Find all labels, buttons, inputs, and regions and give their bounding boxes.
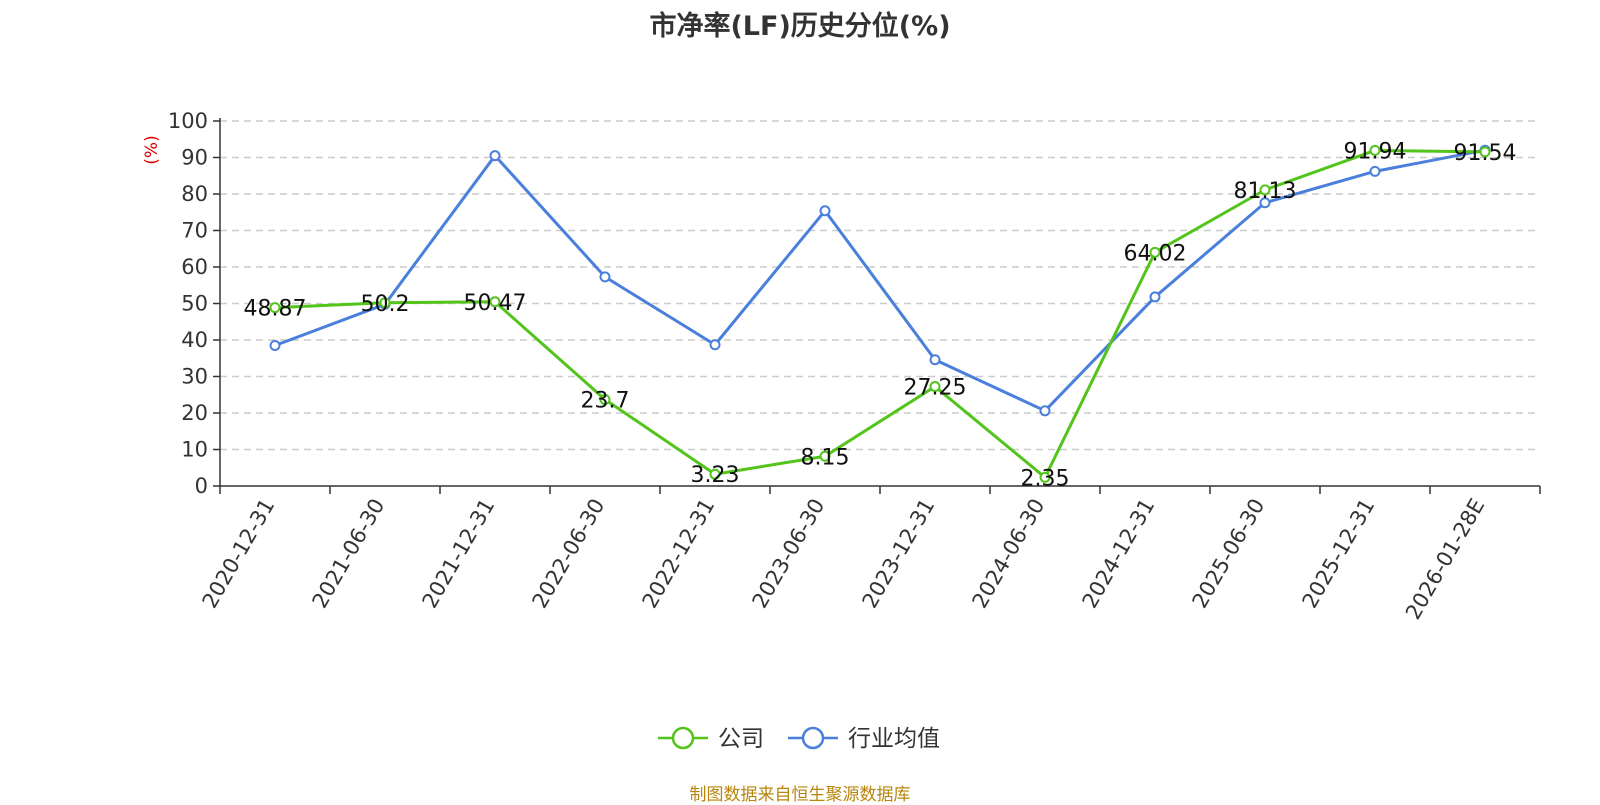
point-company-2022-06-30 bbox=[599, 393, 611, 405]
y-tick-label-0: 0 bbox=[195, 474, 208, 498]
point-company-2024-12-31 bbox=[1149, 246, 1161, 258]
legend-label-company: 公司 bbox=[718, 726, 764, 752]
data-label-company-2023-12-31: 27.25 bbox=[904, 376, 967, 401]
data-label-company-2025-12-31: 91.94 bbox=[1344, 139, 1407, 164]
point-company-2021-06-30 bbox=[379, 297, 391, 309]
point-company-2025-06-30 bbox=[1259, 184, 1271, 196]
x-tick-label-2023-06-30: 2023-06-30 bbox=[748, 495, 830, 613]
y-tick-label-20: 20 bbox=[181, 401, 208, 425]
legend-item-industry-average[interactable]: 行业均值 bbox=[788, 726, 940, 752]
data-label-company-2022-12-31: 3.23 bbox=[691, 463, 740, 488]
point-industry-average-2023-12-31 bbox=[929, 354, 941, 366]
point-industry-average-2020-12-31 bbox=[269, 339, 281, 351]
x-tick-label-2025-12-31: 2025-12-31 bbox=[1298, 495, 1380, 613]
legend-label-industry-average: 行业均值 bbox=[848, 726, 940, 752]
y-tick-label-80: 80 bbox=[181, 182, 208, 206]
data-label-company-2024-12-31: 64.02 bbox=[1124, 241, 1187, 266]
point-company-2023-12-31 bbox=[929, 381, 941, 393]
x-tick-label-2021-06-30: 2021-06-30 bbox=[308, 495, 390, 613]
x-tick-label-2026-01-28E: 2026-01-28E bbox=[1401, 495, 1489, 624]
point-industry-average-2025-12-31 bbox=[1369, 165, 1381, 177]
chart-title: 市净率(LF)历史分位(%) bbox=[649, 11, 951, 42]
point-company-2020-12-31 bbox=[269, 302, 281, 314]
y-tick-label-50: 50 bbox=[181, 292, 208, 316]
y-axis-label: (%) bbox=[142, 135, 162, 164]
y-tick-label-10: 10 bbox=[181, 438, 208, 462]
point-industry-average-2022-12-31 bbox=[709, 339, 721, 351]
series-layer bbox=[269, 144, 1491, 483]
data-label-company-2026-01-28E: 91.54 bbox=[1454, 141, 1517, 166]
point-company-2023-06-30 bbox=[819, 450, 831, 462]
x-tick-label-2024-12-31: 2024-12-31 bbox=[1078, 495, 1160, 613]
x-tick-label-2022-12-31: 2022-12-31 bbox=[638, 495, 720, 613]
legend-marker-industry-average bbox=[801, 726, 825, 750]
point-industry-average-2024-12-31 bbox=[1149, 291, 1161, 303]
x-tick-label-2022-06-30: 2022-06-30 bbox=[528, 495, 610, 613]
source-note: 制图数据来自恒生聚源数据库 bbox=[689, 785, 911, 805]
x-tick-label-2020-12-31: 2020-12-31 bbox=[198, 495, 280, 613]
series-line-company bbox=[274, 148, 1486, 479]
legend: 公司 行业均值 bbox=[658, 726, 940, 752]
data-label-company-2020-12-31: 48.87 bbox=[244, 297, 307, 322]
data-label-company-2022-06-30: 23.7 bbox=[581, 388, 630, 413]
grid-lines bbox=[220, 120, 1540, 451]
y-tick-label-100: 100 bbox=[168, 109, 208, 133]
y-tick-label-70: 70 bbox=[181, 219, 208, 243]
point-company-2022-12-31 bbox=[709, 468, 721, 480]
legend-item-company[interactable]: 公司 bbox=[658, 726, 764, 752]
data-label-company-2023-06-30: 8.15 bbox=[801, 445, 850, 470]
data-label-company-2021-12-31: 50.47 bbox=[464, 291, 527, 316]
point-industry-average-2024-06-30 bbox=[1039, 405, 1051, 417]
y-tick-label-60: 60 bbox=[181, 255, 208, 279]
point-industry-average-2022-06-30 bbox=[599, 271, 611, 283]
y-tick-label-90: 90 bbox=[181, 146, 208, 170]
axes: 0 10 20 30 40 50 60 70 80 90 100 2020-12-31 2021-06-… bbox=[168, 109, 1541, 624]
point-company-2024-06-30 bbox=[1039, 471, 1051, 483]
data-labels: 48.87 50.2 50.47 23.7 3.23 8.15 27.25 2.35 64.02… bbox=[244, 139, 1517, 491]
series-line-industry-average bbox=[274, 148, 1486, 413]
y-tick-label-30: 30 bbox=[181, 365, 208, 389]
point-industry-average-2023-06-30 bbox=[819, 205, 831, 217]
point-industry-average-2021-12-31 bbox=[489, 150, 501, 162]
point-company-2021-12-31 bbox=[489, 296, 501, 308]
y-tick-label-40: 40 bbox=[181, 328, 208, 352]
x-tick-label-2021-12-31: 2021-12-31 bbox=[418, 495, 500, 613]
data-label-company-2024-06-30: 2.35 bbox=[1021, 466, 1070, 491]
point-company-2025-12-31 bbox=[1369, 144, 1381, 156]
data-label-company-2025-06-30: 81.13 bbox=[1234, 179, 1297, 204]
x-tick-label-2025-06-30: 2025-06-30 bbox=[1188, 495, 1270, 613]
point-company-2026-01-28E bbox=[1479, 146, 1491, 158]
x-tick-label-2023-12-31: 2023-12-31 bbox=[858, 495, 940, 613]
legend-marker-company bbox=[671, 726, 695, 750]
x-tick-label-2024-06-30: 2024-06-30 bbox=[968, 495, 1050, 613]
point-industry-average-2025-06-30 bbox=[1259, 197, 1271, 209]
data-label-company-2021-06-30: 50.2 bbox=[361, 292, 410, 317]
